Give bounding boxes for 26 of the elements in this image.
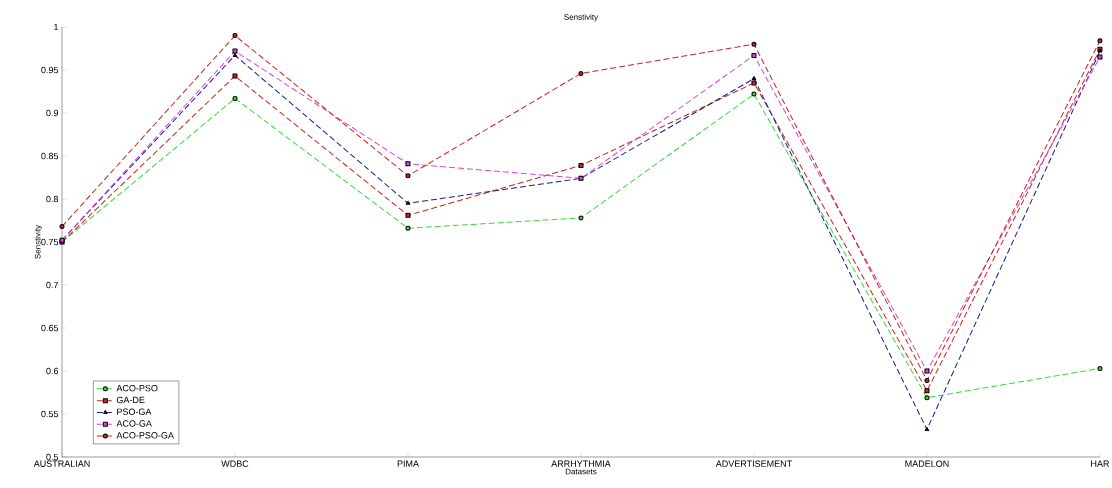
- legend-label: ACO-GA: [116, 420, 152, 427]
- chart-title: Senstivity: [564, 14, 599, 22]
- y-tick-label: 0.75: [41, 238, 59, 246]
- x-tick-label: MADELON: [905, 460, 949, 467]
- y-tick-label: 0.5: [46, 453, 59, 461]
- x-tick-label: PIMA: [397, 460, 419, 467]
- x-tick-label: ADVERTISEMENT: [715, 460, 792, 467]
- x-tick-label: ARRHYTHMIA: [551, 460, 611, 467]
- legend-label: ACO-PSO: [116, 384, 158, 392]
- y-tick-label: 0.9: [46, 109, 59, 117]
- y-tick-label: 0.6: [46, 367, 59, 375]
- x-tick-label: AUSTRALIAN: [33, 460, 90, 467]
- legend-label: ACO-PSO-GA: [116, 432, 174, 439]
- legend-label: GA-DE: [116, 396, 145, 404]
- y-tick-label: 0.85: [41, 152, 59, 160]
- y-axis-title: Senstivity: [34, 224, 43, 259]
- y-tick-label: 0.55: [41, 410, 59, 418]
- x-tick-label: WDBC: [221, 460, 249, 467]
- x-axis-title: Datasets: [565, 468, 597, 475]
- y-tick-label: 0.95: [41, 66, 59, 74]
- legend-label: PSO-GA: [117, 408, 152, 415]
- y-tick-label: 0.7: [46, 281, 59, 289]
- y-tick-label: 1: [54, 23, 59, 31]
- y-tick-label: 0.65: [41, 324, 59, 332]
- x-tick-label: HAR: [1091, 460, 1110, 467]
- y-tick-label: 0.8: [46, 195, 59, 203]
